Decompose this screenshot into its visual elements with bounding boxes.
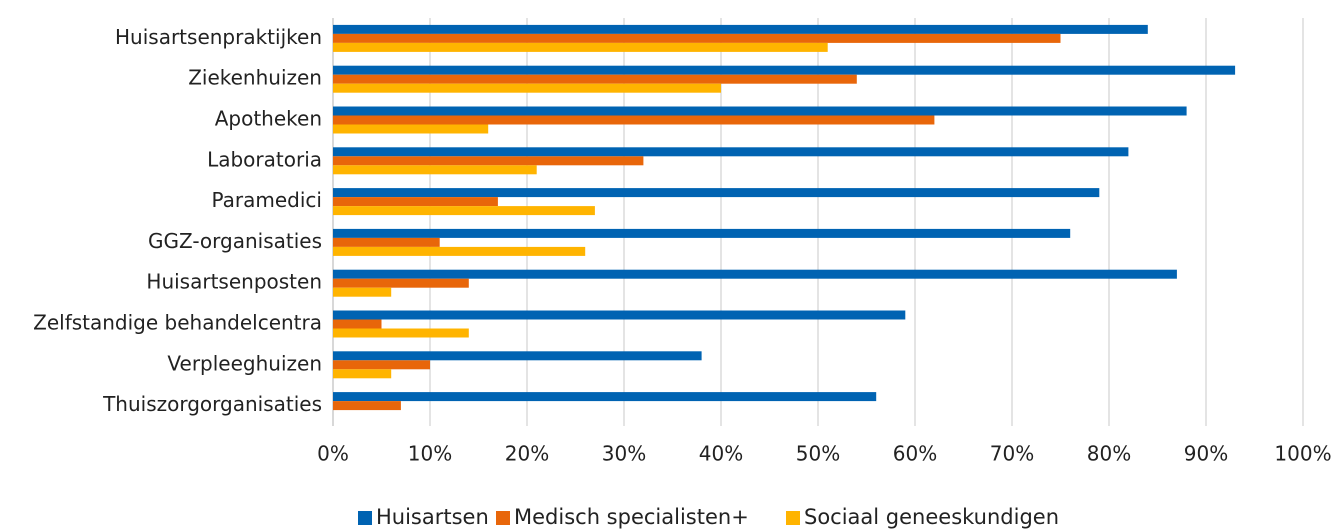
legend-label: Sociaal geneeskundigen (804, 505, 1059, 529)
y-tick-label: Huisartsenpraktijken (115, 25, 322, 49)
bar (333, 401, 401, 411)
legend-swatch (786, 511, 800, 525)
x-tick-label: 10% (408, 442, 452, 466)
legend-label: Huisartsen (376, 505, 489, 529)
y-tick-label: Apotheken (215, 107, 322, 131)
bar (333, 269, 1177, 279)
bar (333, 124, 489, 134)
y-tick-label: Verpleeghuizen (167, 351, 322, 375)
bar (333, 310, 906, 320)
bar (333, 156, 644, 166)
bar (333, 65, 1236, 75)
bar (333, 83, 721, 93)
bar (333, 328, 469, 338)
bar (333, 206, 595, 216)
bar (333, 319, 382, 329)
y-tick-label: Laboratoria (207, 147, 322, 171)
y-tick-label: GGZ-organisaties (148, 229, 322, 253)
bar (333, 237, 440, 247)
y-tick-label: Zelfstandige behandelcentra (33, 311, 322, 335)
bar (333, 369, 392, 379)
legend-swatch (496, 511, 510, 525)
bar (333, 147, 1129, 157)
legend-label: Medisch specialisten+ (514, 505, 749, 529)
bar (333, 392, 877, 402)
x-tick-label: 40% (699, 442, 743, 466)
bar (333, 246, 586, 256)
x-tick-label: 80% (1087, 442, 1131, 466)
bar (333, 33, 1061, 43)
bar (333, 165, 537, 175)
legend-swatch (358, 511, 372, 525)
y-tick-label: Paramedici (212, 188, 323, 212)
bar (333, 115, 935, 125)
bar (333, 106, 1187, 116)
bar (333, 351, 702, 361)
bar (333, 24, 1148, 34)
x-tick-label: 60% (893, 442, 937, 466)
bar (333, 197, 498, 207)
bar (333, 228, 1071, 238)
bar (333, 278, 469, 288)
x-tick-label: 30% (602, 442, 646, 466)
x-tick-label: 100% (1274, 442, 1331, 466)
bar (333, 360, 430, 370)
x-tick-label: 20% (505, 442, 549, 466)
bar (333, 287, 392, 297)
y-tick-label: Huisartsenposten (146, 270, 322, 294)
x-tick-label: 0% (317, 442, 349, 466)
bar (333, 188, 1100, 198)
bar (333, 74, 857, 84)
x-tick-label: 90% (1184, 442, 1228, 466)
legend: Huisartsen Medisch specialisten+ Sociaal g… (358, 505, 1059, 529)
y-tick-label: Ziekenhuizen (188, 66, 322, 90)
x-tick-label: 50% (796, 442, 840, 466)
x-tick-label: 70% (990, 442, 1034, 466)
bar (333, 42, 828, 52)
y-tick-label: Thuiszorgorganisaties (102, 392, 322, 416)
